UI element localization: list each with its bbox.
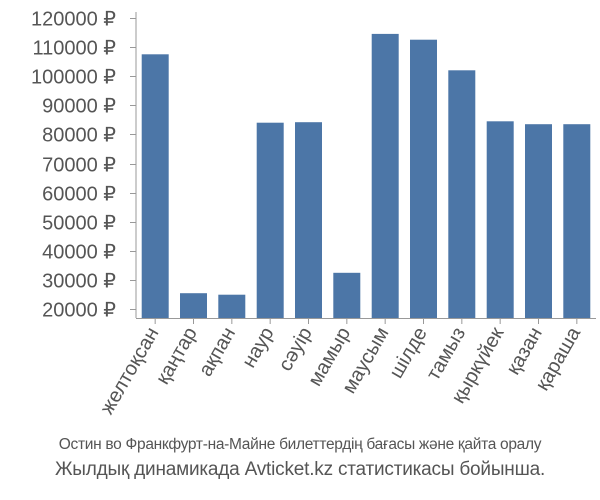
bar [333,272,361,318]
y-tick-label: 120000 ₽ [31,9,116,31]
bar [218,294,246,318]
bar [563,124,591,318]
y-tick-label: 90000 ₽ [42,96,116,118]
y-tick-label: 50000 ₽ [42,213,116,235]
x-tick-label: наур [238,324,278,372]
bar [525,124,552,318]
bar [141,54,169,319]
bar [371,33,399,319]
bar [180,293,207,318]
y-tick-label: 30000 ₽ [42,271,116,293]
y-tick-label: 20000 ₽ [42,300,116,322]
y-tick-label: 80000 ₽ [42,125,116,147]
bar [256,122,284,318]
bars-group [141,33,591,319]
bar [448,70,476,318]
x-tick-label: желтоқсан [96,324,163,419]
y-tick-label: 100000 ₽ [31,67,116,89]
bar [410,39,437,318]
bar [486,121,514,318]
x-axis: желтоқсанқаңтарақпаннаурсәуірмамырмаусым… [96,318,596,418]
chart-caption-line-2: Жылдық динамикада Avticket.kz статистика… [54,459,546,480]
chart-caption-line-1: Остин во Франкфурт-на-Майне билеттердің … [58,436,542,453]
bar [295,122,322,318]
y-axis: 20000 ₽ 30000 ₽ 40000 ₽ 50000 ₽ 60000 ₽ 70000… [31,9,137,322]
y-tick-label: 110000 ₽ [32,38,116,60]
y-tick-label: 70000 ₽ [42,155,116,177]
x-tick-label: ақпан [195,324,240,381]
y-tick-label: 60000 ₽ [42,184,116,206]
y-tick-label: 40000 ₽ [42,242,116,264]
